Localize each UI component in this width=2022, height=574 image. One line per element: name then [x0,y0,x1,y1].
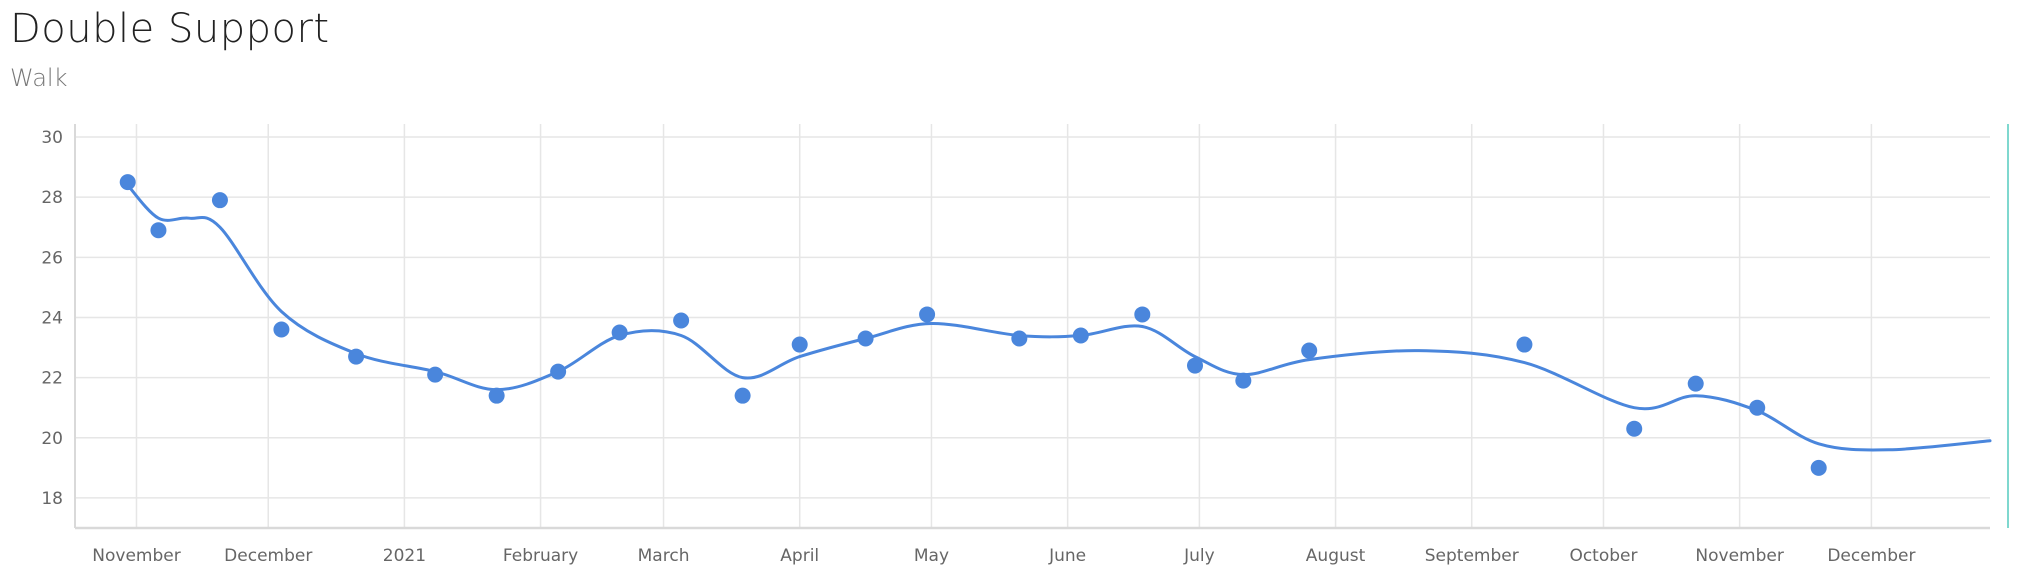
x-tick-label: May [914,546,949,566]
y-tick-label: 22 [41,369,63,389]
x-tick-label: September [1425,546,1519,566]
y-tick-label: 20 [41,429,63,449]
data-point [273,321,290,338]
x-tick-label: December [1827,546,1915,566]
x-tick-label: December [224,546,312,566]
data-point [1687,375,1704,392]
chart-subtitle: Walk [10,64,68,92]
x-tick-label: August [1306,546,1366,566]
x-tick-label: November [1695,546,1783,566]
x-tick-label: November [92,546,180,566]
data-points [119,174,1827,476]
trend-line [126,183,1992,452]
data-point [1011,330,1028,347]
y-tick-label: 18 [41,489,63,509]
data-point [1187,357,1204,374]
data-point [611,324,628,341]
y-tick-label: 24 [41,308,63,328]
y-tick-label: 26 [41,248,63,268]
data-point [791,336,808,353]
data-point [150,222,167,239]
x-tick-label: April [780,546,819,566]
x-axis-tick-labels: November December 2021 February March April Ma… [92,546,1915,566]
data-point [550,363,567,380]
x-tick-label: October [1569,546,1637,566]
axes [74,124,2009,530]
data-point [734,387,751,404]
data-point [919,306,936,323]
grid-lines [75,124,1990,528]
data-point [1134,306,1151,323]
data-point [1749,399,1766,416]
x-tick-label: June [1048,546,1086,566]
data-point [1301,342,1318,359]
y-axis-tick-labels: 18 20 22 24 26 28 30 [41,128,63,509]
x-tick-label: July [1183,546,1215,566]
x-tick-label: February [503,546,578,566]
data-point [1626,420,1643,437]
data-point [488,387,505,404]
x-tick-label: March [638,546,690,566]
data-point [211,192,228,209]
chart-title: Double Support [10,6,330,52]
y-tick-label: 30 [41,128,63,148]
data-point [673,312,690,329]
data-point [1810,459,1827,476]
data-point [119,174,136,191]
y-tick-label: 28 [41,188,63,208]
trend-line-layer [126,183,1992,452]
data-point [1235,372,1252,389]
data-point [348,348,365,365]
x-tick-label: 2021 [383,546,426,566]
data-point [1516,336,1533,353]
data-point [427,366,444,383]
data-point [1072,327,1089,344]
data-point [857,330,874,347]
